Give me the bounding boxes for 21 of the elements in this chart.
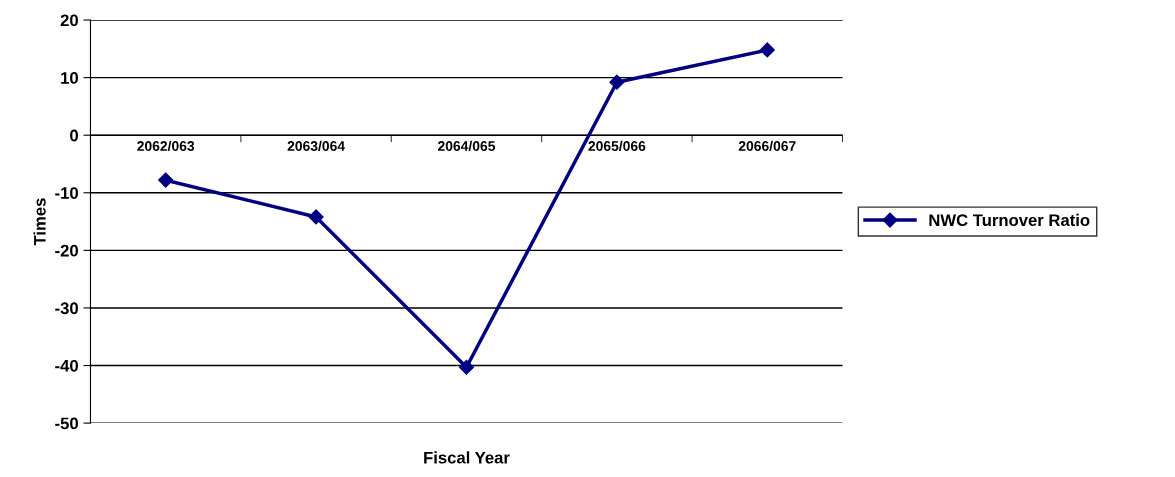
legend-label: NWC Turnover Ratio: [929, 213, 1090, 227]
y-tick-label: -20: [55, 244, 78, 257]
point: [759, 42, 775, 58]
x-tick-label: 2064/065: [438, 140, 496, 152]
point: [609, 74, 625, 90]
x-tick-label: 2066/067: [738, 140, 796, 152]
y-tick-label: 20: [60, 14, 78, 27]
x-tick-label: 2063/064: [287, 140, 345, 152]
x-tick-label: 2062/063: [137, 140, 195, 152]
point: [458, 359, 475, 375]
x-axis-title: Fiscal Year: [424, 451, 510, 464]
y-tick-label: -50: [55, 417, 78, 430]
y-tick-label: -30: [55, 302, 78, 315]
y-tick-label: -10: [55, 187, 78, 199]
point: [158, 172, 174, 188]
x-tick-label: 2065/066: [588, 140, 646, 152]
y-axis-title: Times: [33, 198, 46, 246]
point: [308, 209, 324, 225]
y-tick-label: 10: [61, 72, 78, 84]
y-tick-label: 0: [70, 129, 78, 142]
y-tick-label: -40: [55, 359, 78, 372]
